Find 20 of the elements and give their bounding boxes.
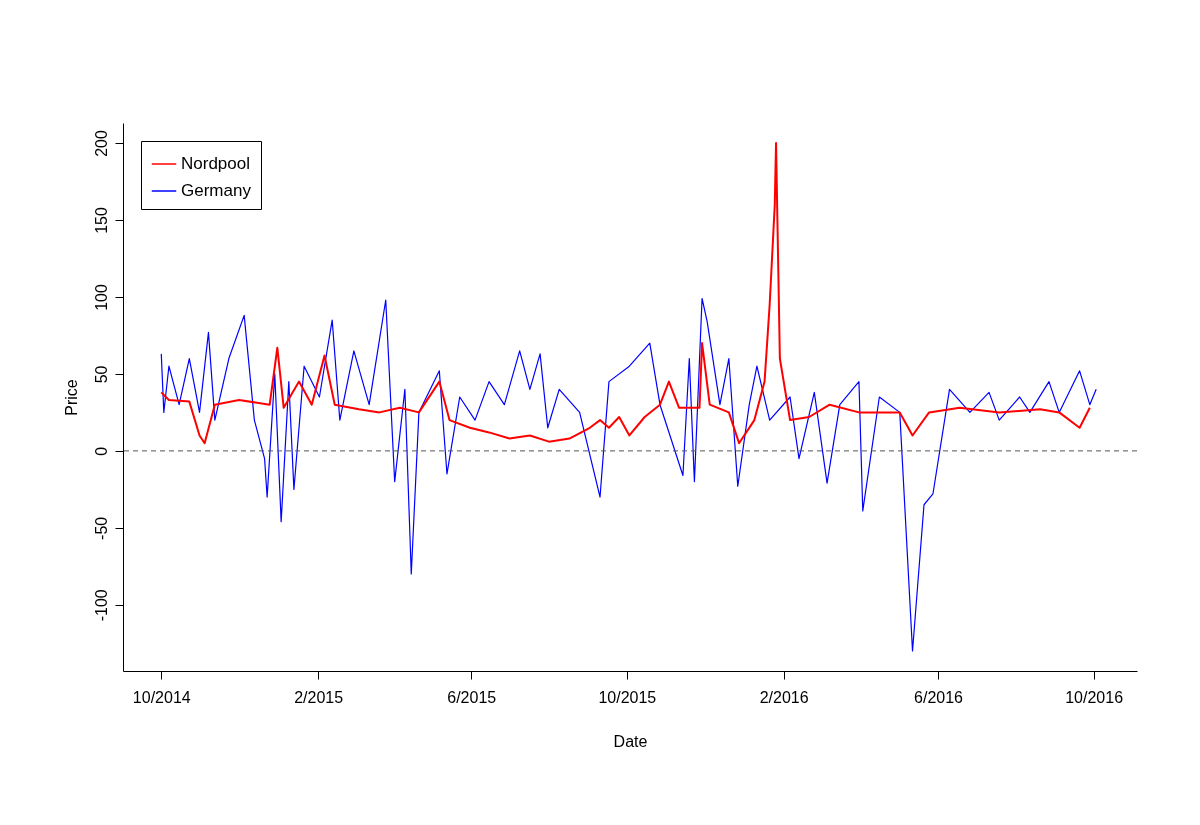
x-tick-label: 6/2015 — [447, 688, 497, 706]
y-tick-label: 0 — [92, 446, 110, 456]
x-tick-label: 2/2016 — [759, 688, 809, 706]
y-tick-label: -100 — [92, 589, 110, 622]
x-tick-label: 10/2014 — [132, 688, 191, 706]
y-tick-label: 200 — [92, 130, 110, 157]
x-tick-label: 10/2015 — [598, 688, 657, 706]
x-axis-title: Date — [613, 732, 648, 750]
y-tick-label: 100 — [92, 284, 110, 311]
x-tick-label: 2/2015 — [294, 688, 344, 706]
legend-label: Germany — [181, 181, 252, 200]
x-tick-label: 10/2016 — [1065, 688, 1124, 706]
y-tick-label: 50 — [92, 365, 110, 384]
y-tick-label: -50 — [92, 516, 110, 540]
x-tick-label: 6/2016 — [914, 688, 964, 706]
legend-label: Nordpool — [181, 154, 250, 173]
line-series — [160, 297, 1097, 652]
y-tick-label: 150 — [92, 207, 110, 234]
line-series — [160, 142, 1091, 445]
y-axis-title: Price — [62, 379, 80, 416]
